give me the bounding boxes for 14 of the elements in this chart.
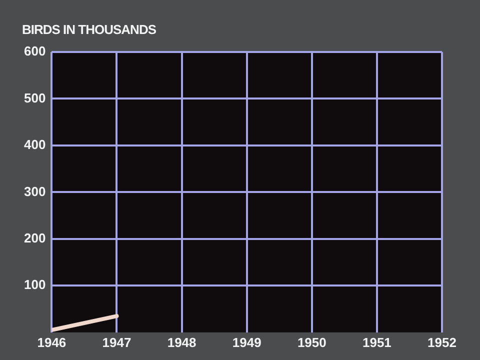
x-tick-label: 1951 xyxy=(362,334,392,350)
x-tick-label: 1946 xyxy=(37,334,66,350)
y-tick-label: 200 xyxy=(24,230,46,246)
y-tick-label: 600 xyxy=(24,44,46,59)
y-tick-label: 500 xyxy=(24,90,46,106)
y-tick-label: 300 xyxy=(24,184,46,199)
y-tick-label: 100 xyxy=(24,277,46,292)
y-axis-title: BIRDS IN THOUSANDS xyxy=(22,22,156,37)
x-tick-label: 1947 xyxy=(102,334,132,350)
x-tick-label: 1949 xyxy=(232,334,262,350)
x-tick-label: 1950 xyxy=(297,334,326,350)
x-tick-label: 1948 xyxy=(167,334,196,350)
y-tick-label: 400 xyxy=(24,137,46,152)
x-tick-label: 1952 xyxy=(428,334,456,350)
